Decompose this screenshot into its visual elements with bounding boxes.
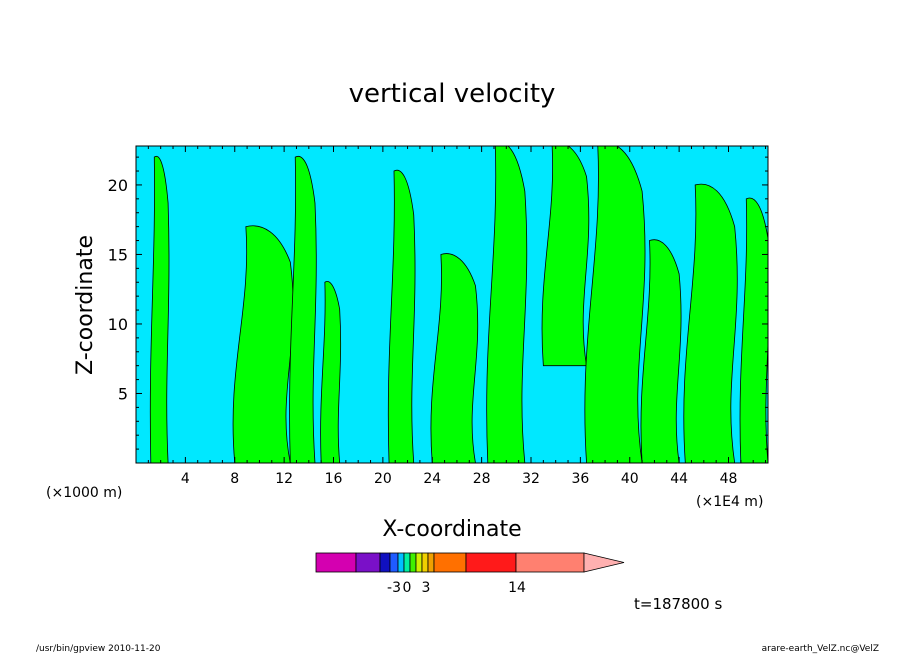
contour-region-3 <box>320 281 342 463</box>
x-tick-label-3: 16 <box>325 471 343 487</box>
x-tick-label-8: 36 <box>571 471 589 487</box>
contour-region-11 <box>739 197 768 463</box>
x-tick-label-4: 20 <box>374 471 392 487</box>
colorbar-segment-9 <box>427 552 435 573</box>
x-tick-label-9: 40 <box>621 471 639 487</box>
colorbar-tick-label-3: 14 <box>508 580 526 596</box>
colorbar-segment-6 <box>409 552 417 573</box>
colorbar-segment-4 <box>397 552 405 573</box>
x-tick-label-10: 44 <box>670 471 688 487</box>
time-label: t=187800 s <box>634 595 722 613</box>
x-tick-label-1: 8 <box>230 471 239 487</box>
contour-region-0 <box>149 155 170 463</box>
y-axis-ticks: 5 10 15 20 <box>108 156 768 450</box>
x-tick-label-11: 48 <box>720 471 738 487</box>
chart-title: vertical velocity <box>349 79 556 109</box>
contour-region-4 <box>387 169 416 463</box>
contour-region-5 <box>430 253 479 463</box>
x-unit-right: (×1E4 m) <box>696 494 763 510</box>
contour-region-6 <box>486 146 528 463</box>
contour-region-10 <box>683 183 738 463</box>
colorbar-segment-2 <box>379 552 391 573</box>
contour-region-9 <box>640 239 682 463</box>
x-tick-label-2: 12 <box>275 471 293 487</box>
y-tick-label-2: 15 <box>108 245 128 264</box>
contour-region-1 <box>232 225 294 463</box>
x-axis-ticks: 4 8 12 16 20 24 28 32 36 40 44 48 <box>147 146 767 487</box>
y-axis-label: Z-coordinate <box>73 235 98 375</box>
colorbar-segment-0 <box>315 552 357 573</box>
plot-frame <box>135 145 769 464</box>
y-tick-label-0: 5 <box>118 384 128 403</box>
footer-right: arare-earth_VelZ.nc@VelZ <box>762 644 879 654</box>
x-tick-label-6: 28 <box>473 471 491 487</box>
colorbar-tick-label-0: -3 <box>387 580 401 596</box>
x-tick-label-0: 4 <box>181 471 190 487</box>
colorbar-segment-1 <box>355 552 381 573</box>
colorbar-segment-10 <box>433 552 467 573</box>
y-tick-label-3: 20 <box>108 176 128 195</box>
y-tick-label-1: 10 <box>108 315 128 334</box>
colorbar-tick-label-1: 0 <box>403 580 412 596</box>
velocity-field <box>149 146 768 463</box>
colorbar-segment-5 <box>403 552 411 573</box>
colorbar-segment-12 <box>515 552 585 573</box>
x-axis-label: X-coordinate <box>382 517 521 542</box>
x-unit-left: (×1000 m) <box>46 485 122 501</box>
x-tick-label-7: 32 <box>522 471 540 487</box>
colorbar-tick-label-2: 3 <box>422 580 431 596</box>
colorbar-extend-arrow <box>583 552 625 573</box>
colorbar-segment-11 <box>465 552 517 573</box>
contour-region-8 <box>584 146 646 463</box>
colorbar-tick-labels: -3 0 3 14 <box>387 580 526 596</box>
contour-region-2 <box>289 155 317 463</box>
colorbar-segment-8 <box>421 552 429 573</box>
x-tick-label-5: 24 <box>423 471 441 487</box>
colorbar-segment-3 <box>389 552 399 573</box>
colorbar-segment-7 <box>415 552 423 573</box>
colorbar <box>315 552 625 573</box>
footer-left: /usr/bin/gpview 2010-11-20 <box>36 644 161 654</box>
